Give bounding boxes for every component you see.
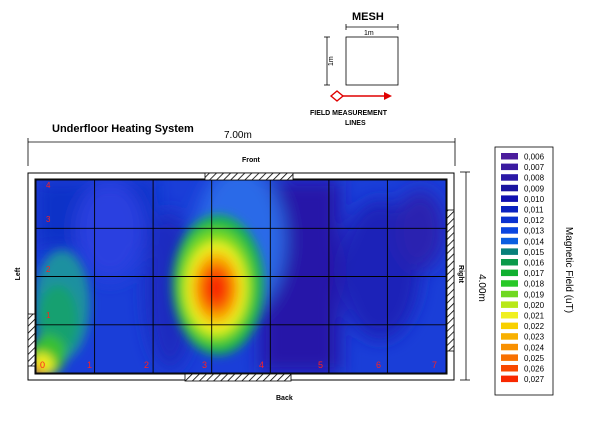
legend-swatch (501, 322, 518, 330)
height-label: 4.00m (476, 274, 487, 302)
front-label: Front (242, 157, 261, 164)
legend-swatch (501, 312, 518, 319)
mesh-title: MESH (352, 11, 384, 23)
row-number: 2 (46, 265, 51, 274)
left-label: Left (15, 267, 22, 281)
field-lines-label-2: LINES (345, 120, 366, 127)
legend-value: 0,016 (524, 259, 545, 268)
magnetic-field-heatmap (36, 180, 446, 373)
legend-value: 0,024 (524, 343, 545, 352)
height-dimension (460, 171, 470, 381)
column-number: 0 (40, 360, 45, 370)
legend-swatch (501, 184, 518, 192)
row-numbers: 4 3 2 1 (46, 181, 51, 320)
legend-value: 0,009 (524, 184, 545, 193)
legend-value: 0,014 (524, 237, 545, 246)
legend-swatch (501, 237, 518, 245)
right-window-opening (446, 209, 455, 352)
legend-value: 0,020 (524, 301, 545, 310)
legend-title: Magnetic Field (uT) (563, 227, 574, 313)
row-number: 1 (46, 311, 51, 320)
back-label: Back (276, 395, 293, 402)
measurement-grid (35, 179, 447, 374)
legend-value: 0,023 (524, 333, 545, 342)
legend-value: 0,013 (524, 227, 545, 236)
legend-value: 0,015 (524, 248, 545, 257)
width-label: 7.00m (224, 130, 252, 141)
legend-value: 0,010 (524, 195, 545, 204)
right-label: Right (457, 265, 464, 284)
legend-swatch (501, 301, 518, 308)
legend-swatch (501, 227, 518, 234)
legend-value: 0,021 (524, 312, 545, 321)
legend-swatch (501, 195, 518, 202)
legend-value: 0,017 (524, 269, 545, 278)
legend-swatch (501, 290, 518, 298)
field-lines-label-1: FIELD MEASUREMENT (310, 110, 388, 117)
legend-value: 0,008 (524, 174, 545, 183)
legend-swatch (501, 206, 518, 213)
row-number: 3 (46, 215, 51, 224)
column-number: 4 (259, 360, 264, 370)
diagram-title: Underfloor Heating System (52, 123, 194, 135)
legend-value: 0,018 (524, 280, 545, 289)
mesh-square (345, 36, 399, 86)
legend-swatch (501, 163, 518, 171)
width-dimension (27, 138, 456, 166)
column-number: 3 (202, 360, 207, 370)
legend-swatch (501, 174, 518, 181)
mesh-inset: MESH 1m 1m FIELD MEASUREMENT LINES (310, 11, 399, 127)
legend-value: 0,022 (524, 322, 545, 331)
column-number: 1 (87, 360, 92, 370)
legend-swatch (501, 153, 518, 160)
front-door-opening (204, 172, 294, 181)
column-number: 2 (144, 360, 149, 370)
back-door-opening (184, 373, 292, 382)
legend-value: 0,025 (524, 354, 545, 363)
left-window-opening (27, 313, 36, 367)
legend-swatch (501, 280, 518, 287)
legend-value: 0,007 (524, 163, 545, 172)
legend-swatch (501, 354, 518, 361)
legend-swatch (501, 343, 518, 351)
legend-swatch (501, 216, 518, 224)
column-number: 5 (318, 360, 323, 370)
legend-swatch (501, 375, 518, 383)
legend-swatch (501, 333, 518, 340)
legend-value: 0,006 (524, 153, 545, 162)
mesh-height-label: 1m (328, 56, 335, 66)
legend-swatch (501, 248, 518, 255)
mesh-width-label: 1m (364, 30, 374, 37)
legend-value: 0,027 (524, 375, 545, 384)
legend-value: 0,019 (524, 290, 545, 299)
legend-swatch (501, 365, 518, 372)
legend-swatch (501, 259, 518, 266)
field-line-arrow-icon (329, 90, 392, 102)
legend-swatch (501, 269, 518, 277)
legend-value: 0,011 (524, 206, 544, 215)
column-number: 7 (432, 360, 437, 370)
legend-value: 0,026 (524, 365, 545, 374)
column-number: 6 (376, 360, 381, 370)
legend-value: 0,012 (524, 216, 545, 225)
row-number: 4 (46, 181, 51, 190)
column-numbers: 0 1 2 3 4 5 6 7 (40, 360, 437, 370)
